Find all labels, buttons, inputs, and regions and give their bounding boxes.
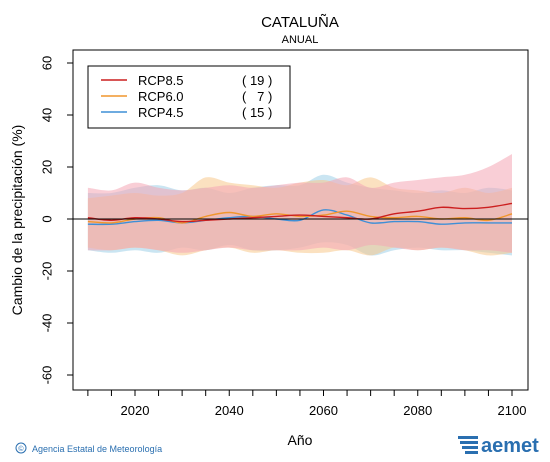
legend-label-rcp60: RCP6.0 [138, 89, 184, 104]
legend-label-rcp45: RCP4.5 [138, 105, 184, 120]
y-axis: -60 -40 -20 0 20 40 60 [39, 56, 73, 385]
legend-count-rcp45: ( 15 ) [242, 105, 272, 120]
x-tick-label: 2040 [215, 403, 244, 418]
x-tick-label: 2080 [403, 403, 432, 418]
y-tick-label: 40 [39, 108, 54, 122]
x-tick-label: 2020 [121, 403, 150, 418]
x-axis: 2020 2040 2060 2080 2100 [87, 390, 527, 418]
y-tick-label: 60 [39, 56, 54, 70]
aemet-logo-icon [458, 436, 478, 454]
y-tick-label: -60 [39, 366, 54, 385]
aemet-logo: aemet [458, 435, 539, 457]
line-rcp45 [87, 209, 512, 226]
legend-count-rcp60: ( 7 ) [242, 89, 272, 104]
plot-frame [72, 49, 529, 391]
copyright-icon [15, 442, 27, 454]
footer-credit: © Agencia Estatal de Meteorología [15, 442, 162, 454]
aemet-logo-text: aemet [481, 435, 539, 457]
legend-box [87, 65, 291, 129]
y-tick-label: -40 [39, 314, 54, 333]
legend-label-rcp85: RCP8.5 [138, 73, 184, 88]
x-tick-label: 2060 [309, 403, 338, 418]
y-tick-label: 0 [39, 215, 54, 222]
band-rcp85 [87, 154, 513, 253]
y-tick-label: -20 [39, 262, 54, 281]
x-axis-label: Año [288, 432, 313, 448]
legend: RCP8.5 ( 19 ) RCP6.0 ( 7 ) RCP4.5 ( 15 ) [87, 65, 291, 129]
y-axis-label: Cambio de la precipitación (%) [9, 125, 25, 316]
agency-credit: Agencia Estatal de Meteorología [32, 444, 162, 454]
y-tick-label: 20 [39, 160, 54, 174]
uncertainty-bands [87, 154, 513, 256]
legend-count-rcp85: ( 19 ) [242, 73, 272, 88]
chart-subtitle: ANUAL [282, 34, 319, 46]
copyright-symbol: © [18, 445, 24, 453]
x-tick-label: 2100 [498, 403, 527, 418]
chart-title: CATALUÑA [261, 14, 339, 31]
